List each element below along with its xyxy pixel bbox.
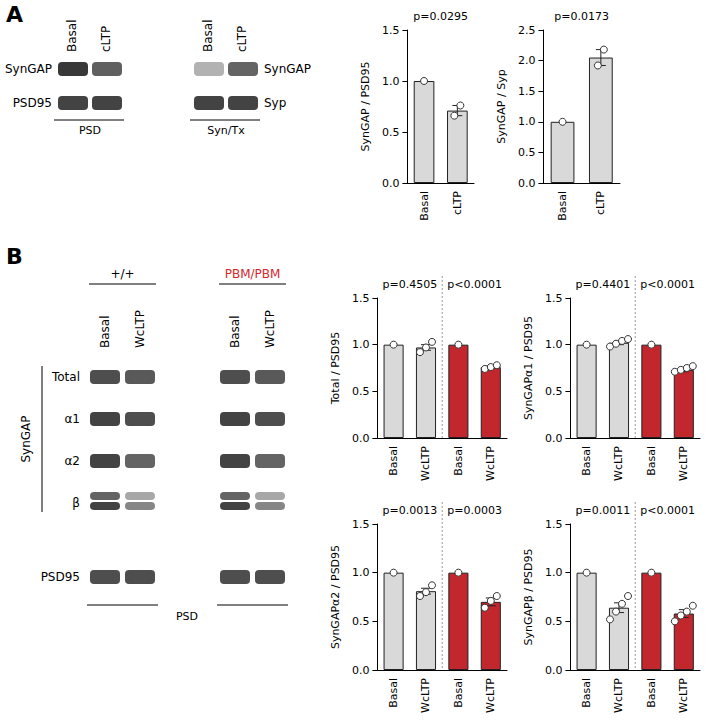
svg-text:Basal: Basal — [228, 315, 242, 348]
svg-text:cLTP: cLTP — [594, 191, 607, 215]
svg-text:1.0: 1.0 — [352, 566, 370, 579]
svg-text:cLTP: cLTP — [235, 26, 249, 52]
svg-text:SynGAPα2 / PSD95: SynGAPα2 / PSD95 — [329, 545, 342, 649]
svg-text:SynGAP: SynGAP — [5, 62, 52, 76]
svg-text:0.0: 0.0 — [382, 177, 400, 190]
svg-text:SynGAP: SynGAP — [19, 415, 33, 462]
svg-text:Basal: Basal — [645, 446, 658, 476]
svg-text:Syp: Syp — [264, 96, 286, 110]
svg-text:WcLTP: WcLTP — [263, 310, 277, 348]
svg-text:PSD95: PSD95 — [13, 96, 52, 110]
svg-text:p=0.4401: p=0.4401 — [575, 278, 630, 291]
svg-text:SynGAP / PSD95: SynGAP / PSD95 — [359, 62, 372, 152]
svg-text:Syn/Tx: Syn/Tx — [207, 124, 245, 137]
svg-text:p=0.0003: p=0.0003 — [447, 504, 502, 517]
svg-text:2.0: 2.0 — [518, 54, 536, 67]
svg-text:p=0.0295: p=0.0295 — [413, 10, 468, 23]
svg-text:2.5: 2.5 — [518, 24, 536, 37]
svg-text:SynGAPα1 / PSD95: SynGAPα1 / PSD95 — [522, 316, 535, 420]
svg-text:0.5: 0.5 — [518, 146, 536, 159]
svg-text:Basal: Basal — [580, 678, 593, 708]
svg-text:+/+: +/+ — [110, 267, 134, 281]
svg-text:α1: α1 — [64, 412, 80, 426]
svg-text:Basal: Basal — [452, 446, 465, 476]
svg-text:Total / PSD95: Total / PSD95 — [329, 332, 342, 405]
svg-text:p=0.0011: p=0.0011 — [575, 504, 630, 517]
svg-text:WcLTP: WcLTP — [484, 678, 497, 713]
svg-text:cLTP: cLTP — [99, 26, 113, 52]
svg-text:WcLTP: WcLTP — [419, 446, 432, 481]
svg-text:SynGAP / Syp: SynGAP / Syp — [495, 69, 508, 143]
svg-text:p=0.0173: p=0.0173 — [554, 10, 609, 23]
svg-text:1.0: 1.0 — [382, 75, 400, 88]
svg-text:1.5: 1.5 — [352, 518, 370, 531]
svg-text:PBM/PBM: PBM/PBM — [225, 267, 281, 281]
svg-text:Basal: Basal — [580, 446, 593, 476]
svg-text:Basal: Basal — [387, 678, 400, 708]
svg-text:1.0: 1.0 — [518, 115, 536, 128]
svg-text:p<0.0001: p<0.0001 — [640, 278, 695, 291]
svg-text:p=0.0013: p=0.0013 — [382, 504, 437, 517]
svg-text:1.5: 1.5 — [545, 518, 563, 531]
svg-text:Basal: Basal — [65, 19, 79, 52]
svg-text:A: A — [6, 2, 23, 27]
svg-text:0.5: 0.5 — [382, 126, 400, 139]
svg-text:PSD: PSD — [176, 610, 198, 623]
svg-text:WcLTP: WcLTP — [677, 678, 690, 713]
svg-text:0.0: 0.0 — [545, 432, 563, 445]
svg-text:β: β — [72, 496, 80, 510]
svg-text:1.0: 1.0 — [352, 338, 370, 351]
svg-text:1.0: 1.0 — [545, 566, 563, 579]
svg-text:α2: α2 — [64, 454, 80, 468]
svg-text:0.5: 0.5 — [352, 385, 370, 398]
svg-text:PSD95: PSD95 — [41, 570, 80, 584]
svg-text:0.0: 0.0 — [352, 432, 370, 445]
svg-text:B: B — [6, 244, 23, 269]
svg-text:WcLTP: WcLTP — [419, 678, 432, 713]
svg-text:WcLTP: WcLTP — [133, 310, 147, 348]
svg-text:Basal: Basal — [98, 315, 112, 348]
svg-text:Basal: Basal — [201, 19, 215, 52]
svg-text:p<0.0001: p<0.0001 — [640, 504, 695, 517]
svg-text:Basal: Basal — [645, 678, 658, 708]
svg-text:1.5: 1.5 — [352, 292, 370, 305]
svg-text:WcLTP: WcLTP — [612, 678, 625, 713]
svg-text:1.5: 1.5 — [545, 292, 563, 305]
svg-text:Total: Total — [51, 370, 80, 384]
svg-text:Basal: Basal — [387, 446, 400, 476]
svg-text:0.0: 0.0 — [518, 177, 536, 190]
svg-text:0.0: 0.0 — [545, 664, 563, 677]
svg-text:Basal: Basal — [556, 191, 569, 221]
svg-text:WcLTP: WcLTP — [612, 446, 625, 481]
svg-text:PSD: PSD — [79, 124, 101, 137]
svg-text:1.5: 1.5 — [382, 24, 400, 37]
svg-text:Basal: Basal — [452, 678, 465, 708]
svg-text:p=0.4505: p=0.4505 — [382, 278, 437, 291]
svg-text:Basal: Basal — [418, 191, 431, 221]
svg-text:1.5: 1.5 — [518, 85, 536, 98]
svg-text:SynGAP: SynGAP — [264, 62, 311, 76]
svg-text:1.0: 1.0 — [545, 338, 563, 351]
svg-text:0.5: 0.5 — [545, 385, 563, 398]
svg-text:0.5: 0.5 — [352, 615, 370, 628]
svg-text:WcLTP: WcLTP — [677, 446, 690, 481]
svg-text:p<0.0001: p<0.0001 — [447, 278, 502, 291]
svg-text:WcLTP: WcLTP — [484, 446, 497, 481]
svg-text:0.0: 0.0 — [352, 664, 370, 677]
svg-text:0.5: 0.5 — [545, 615, 563, 628]
svg-text:cLTP: cLTP — [451, 191, 464, 215]
svg-text:SynGAPβ / PSD95: SynGAPβ / PSD95 — [522, 549, 535, 646]
